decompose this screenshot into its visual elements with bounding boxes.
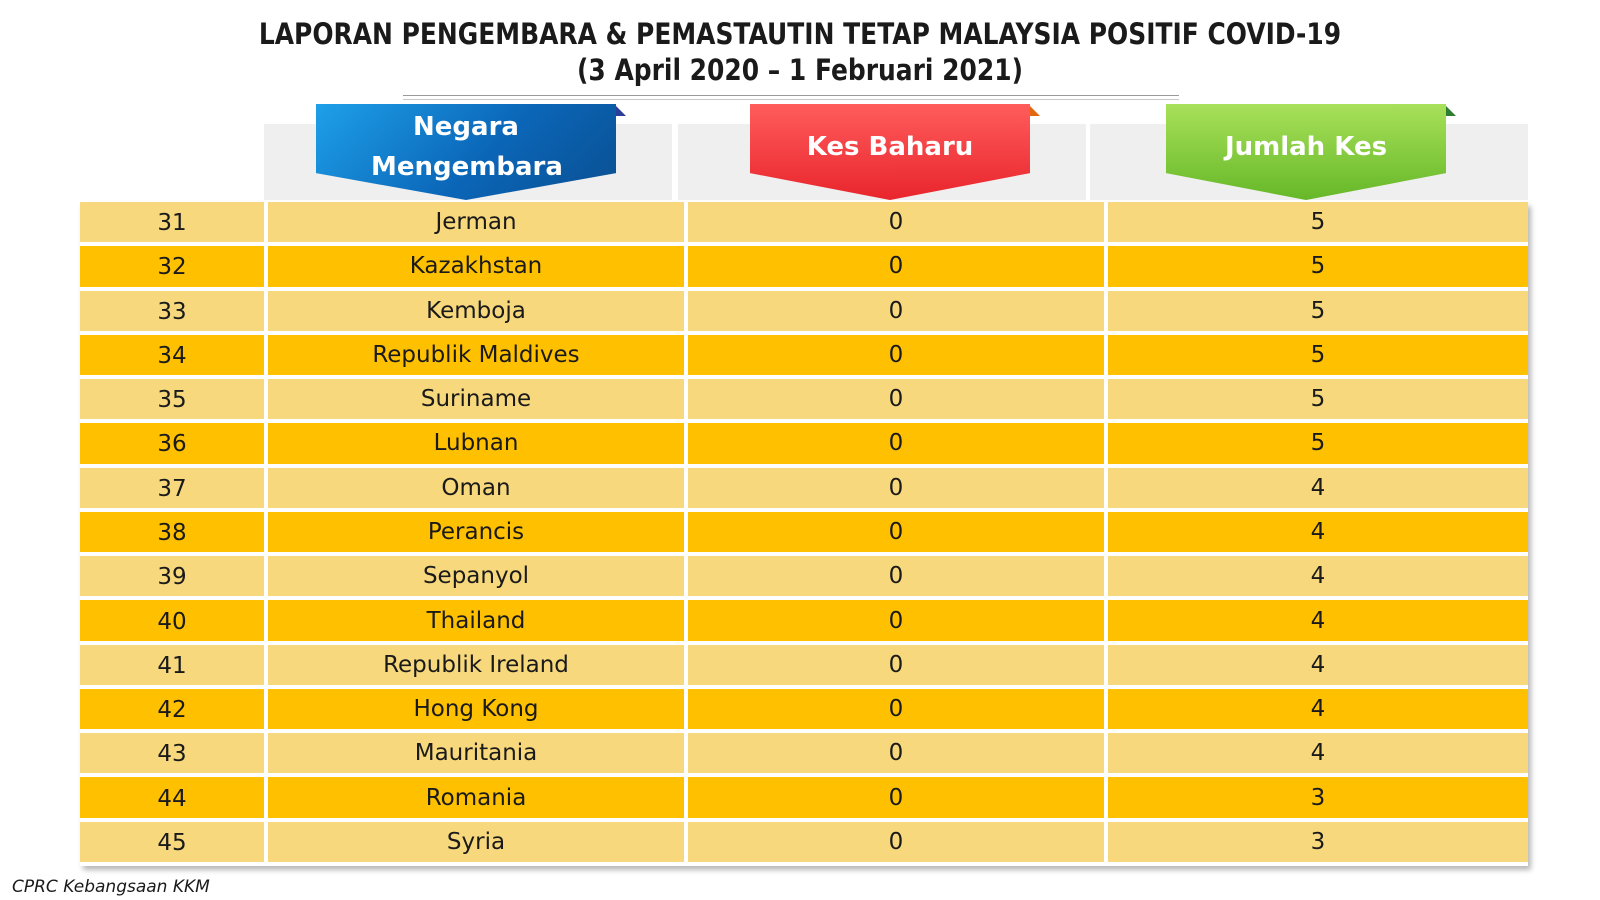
new-cases-cell: 0 — [688, 821, 1108, 866]
title-divider — [403, 95, 1179, 100]
country-cell: Oman — [268, 467, 688, 512]
new-cases-cell: 0 — [688, 467, 1108, 512]
new-cases-cell: 0 — [688, 290, 1108, 335]
new-cases-cell: 0 — [688, 511, 1108, 557]
table-row: 45 Syria 0 3 — [80, 821, 1528, 866]
new-cases-cell: 0 — [688, 777, 1108, 822]
row-number: 43 — [80, 733, 268, 778]
total-cases-cell: 4 — [1108, 733, 1528, 778]
country-cell: Sepanyol — [268, 556, 688, 601]
table-row: 34 Republik Maldives 0 5 — [80, 334, 1528, 380]
footer-source: CPRC Kebangsaan KKM — [12, 877, 210, 897]
total-cases-cell: 4 — [1108, 556, 1528, 601]
table-row: 41 Republik Ireland 0 4 — [80, 644, 1528, 689]
total-cases-cell: 5 — [1108, 246, 1528, 291]
table-row: 32 Kazakhstan 0 5 — [80, 246, 1528, 291]
country-cell: Thailand — [268, 600, 688, 645]
total-cases-cell: 4 — [1108, 511, 1528, 557]
row-number: 36 — [80, 423, 268, 468]
header-total-cases-label: Jumlah Kes — [1224, 132, 1388, 162]
row-number: 39 — [80, 556, 268, 601]
total-cases-cell: 4 — [1108, 644, 1528, 689]
table-row: 35 Suriname 0 5 — [80, 379, 1528, 424]
total-cases-cell: 5 — [1108, 334, 1528, 380]
row-number: 33 — [80, 290, 268, 335]
total-cases-cell: 4 — [1108, 688, 1528, 734]
ribbon-fold-green — [1444, 104, 1456, 116]
header-country-label: Negara Mengembara — [371, 112, 563, 182]
row-number: 35 — [80, 379, 268, 424]
ribbon-fold-blue — [614, 104, 626, 116]
table-row: 40 Thailand 0 4 — [80, 600, 1528, 645]
row-number: 45 — [80, 821, 268, 866]
new-cases-cell: 0 — [688, 379, 1108, 424]
country-cell: Jerman — [268, 202, 688, 247]
new-cases-cell: 0 — [688, 246, 1108, 291]
row-number: 37 — [80, 467, 268, 512]
row-number: 41 — [80, 644, 268, 689]
new-cases-cell: 0 — [688, 600, 1108, 645]
new-cases-cell: 0 — [688, 644, 1108, 689]
cases-table: 31 Jerman 0 5 32 Kazakhstan 0 5 33 Kemboja 0 5 34 Rep… — [80, 202, 1528, 866]
new-cases-cell: 0 — [688, 334, 1108, 380]
row-number: 40 — [80, 600, 268, 645]
total-cases-cell: 4 — [1108, 467, 1528, 512]
total-cases-cell: 3 — [1108, 821, 1528, 866]
total-cases-cell: 4 — [1108, 600, 1528, 645]
row-number: 42 — [80, 688, 268, 734]
total-cases-cell: 5 — [1108, 379, 1528, 424]
new-cases-cell: 0 — [688, 688, 1108, 734]
table-row: 44 Romania 0 3 — [80, 777, 1528, 822]
country-cell: Suriname — [268, 379, 688, 424]
new-cases-cell: 0 — [688, 556, 1108, 601]
country-cell: Perancis — [268, 511, 688, 557]
total-cases-cell: 5 — [1108, 202, 1528, 247]
ribbon-fold-red — [1028, 104, 1040, 116]
header-new-cases-label: Kes Baharu — [806, 132, 974, 162]
country-cell: Syria — [268, 821, 688, 866]
report-title: LAPORAN PENGEMBARA & PEMASTAUTIN TETAP M… — [258, 17, 1342, 51]
row-number: 31 — [80, 202, 268, 247]
new-cases-cell: 0 — [688, 423, 1108, 468]
country-cell: Republik Ireland — [268, 644, 688, 689]
total-cases-cell: 5 — [1108, 290, 1528, 335]
country-cell: Republik Maldives — [268, 334, 688, 380]
total-cases-cell: 3 — [1108, 777, 1528, 822]
country-cell: Hong Kong — [268, 688, 688, 734]
table-row: 38 Perancis 0 4 — [80, 511, 1528, 557]
new-cases-cell: 0 — [688, 202, 1108, 247]
country-cell: Mauritania — [268, 733, 688, 778]
table-row: 33 Kemboja 0 5 — [80, 290, 1528, 335]
report-date-range: (3 April 2020 – 1 Februari 2021) — [577, 53, 1023, 87]
country-cell: Kemboja — [268, 290, 688, 335]
row-number: 34 — [80, 334, 268, 380]
header-new-cases: Kes Baharu — [750, 104, 1030, 200]
row-number: 38 — [80, 511, 268, 557]
new-cases-cell: 0 — [688, 733, 1108, 778]
table-row: 39 Sepanyol 0 4 — [80, 556, 1528, 601]
table-row: 42 Hong Kong 0 4 — [80, 688, 1528, 734]
row-number: 32 — [80, 246, 268, 291]
country-cell: Kazakhstan — [268, 246, 688, 291]
table-row: 43 Mauritania 0 4 — [80, 733, 1528, 778]
country-cell: Romania — [268, 777, 688, 822]
row-number: 44 — [80, 777, 268, 822]
country-cell: Lubnan — [268, 423, 688, 468]
table-row: 31 Jerman 0 5 — [80, 202, 1528, 247]
total-cases-cell: 5 — [1108, 423, 1528, 468]
table-row: 36 Lubnan 0 5 — [80, 423, 1528, 468]
table-row: 37 Oman 0 4 — [80, 467, 1528, 512]
